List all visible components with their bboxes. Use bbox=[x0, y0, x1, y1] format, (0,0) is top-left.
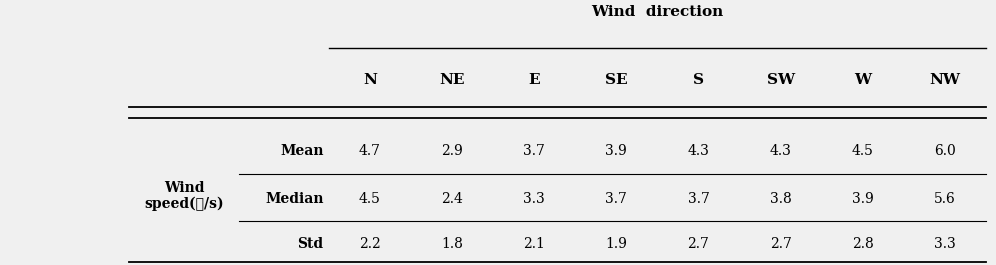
Text: 6.0: 6.0 bbox=[934, 144, 956, 158]
Text: NW: NW bbox=[929, 73, 960, 86]
Text: NE: NE bbox=[439, 73, 465, 86]
Text: S: S bbox=[693, 73, 704, 86]
Text: 3.3: 3.3 bbox=[523, 192, 545, 206]
Text: 3.7: 3.7 bbox=[523, 144, 545, 158]
Text: SW: SW bbox=[767, 73, 795, 86]
Text: 2.1: 2.1 bbox=[523, 237, 545, 251]
Text: 4.3: 4.3 bbox=[687, 144, 709, 158]
Text: 5.6: 5.6 bbox=[934, 192, 956, 206]
Text: E: E bbox=[528, 73, 540, 86]
Text: 2.2: 2.2 bbox=[359, 237, 380, 251]
Text: Mean: Mean bbox=[280, 144, 324, 158]
Text: 3.7: 3.7 bbox=[687, 192, 709, 206]
Text: 4.5: 4.5 bbox=[359, 192, 380, 206]
Text: 4.5: 4.5 bbox=[852, 144, 873, 158]
Text: 1.9: 1.9 bbox=[606, 237, 627, 251]
Text: Std: Std bbox=[298, 237, 324, 251]
Text: Wind
speed(㎧/s): Wind speed(㎧/s) bbox=[144, 181, 224, 211]
Text: 2.4: 2.4 bbox=[441, 192, 463, 206]
Text: 1.8: 1.8 bbox=[441, 237, 463, 251]
Text: 3.7: 3.7 bbox=[606, 192, 627, 206]
Text: Median: Median bbox=[265, 192, 324, 206]
Text: 2.7: 2.7 bbox=[687, 237, 709, 251]
Text: 3.8: 3.8 bbox=[770, 192, 792, 206]
Text: SE: SE bbox=[605, 73, 627, 86]
Text: 4.3: 4.3 bbox=[770, 144, 792, 158]
Text: 3.9: 3.9 bbox=[852, 192, 873, 206]
Text: W: W bbox=[855, 73, 872, 86]
Text: 2.8: 2.8 bbox=[852, 237, 873, 251]
Text: 2.9: 2.9 bbox=[441, 144, 463, 158]
Text: Wind  direction: Wind direction bbox=[592, 5, 723, 19]
Text: 2.7: 2.7 bbox=[770, 237, 792, 251]
Text: 3.9: 3.9 bbox=[606, 144, 627, 158]
Text: 4.7: 4.7 bbox=[359, 144, 380, 158]
Text: N: N bbox=[363, 73, 376, 86]
Text: 3.3: 3.3 bbox=[934, 237, 956, 251]
